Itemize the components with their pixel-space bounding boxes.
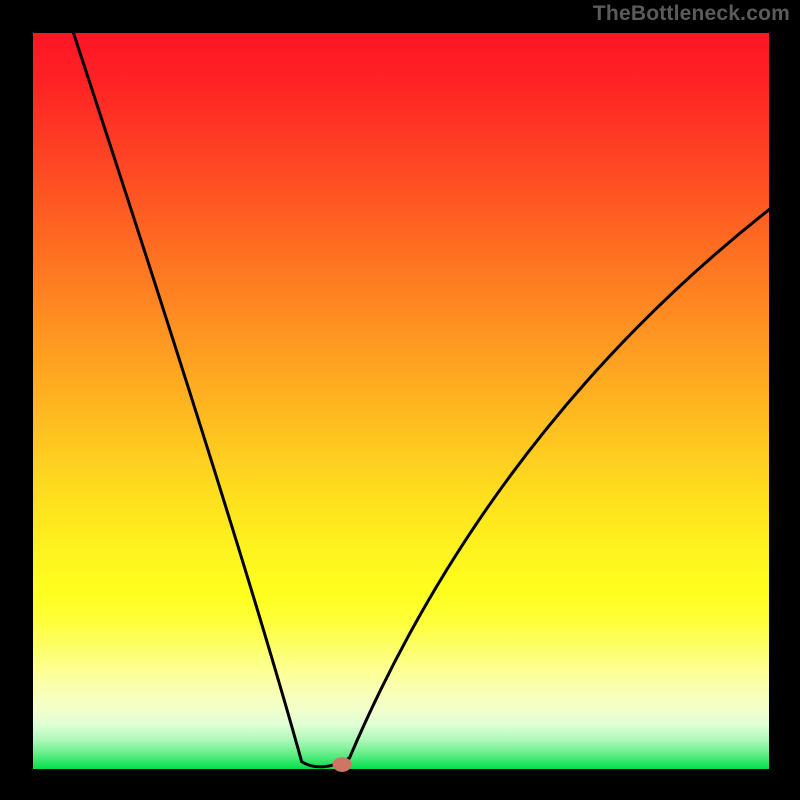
optimum-marker xyxy=(333,757,352,772)
chart-stage: TheBottleneck.com xyxy=(0,0,800,800)
bottleneck-chart xyxy=(0,0,800,800)
plot-gradient-background xyxy=(33,33,769,769)
watermark-text: TheBottleneck.com xyxy=(593,2,790,26)
